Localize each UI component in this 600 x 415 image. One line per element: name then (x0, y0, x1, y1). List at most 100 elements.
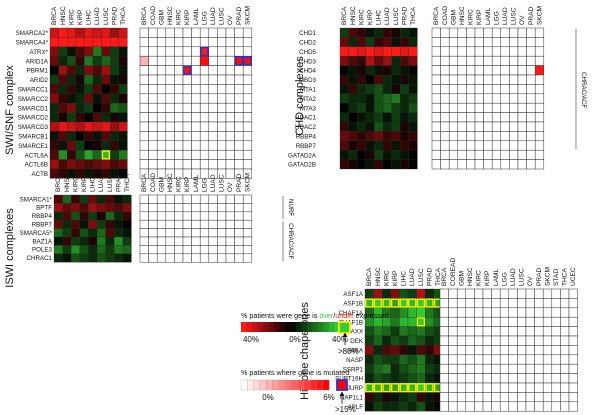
mutation-cell (448, 298, 458, 309)
mutation-cell (457, 112, 467, 123)
mutation-cell (217, 37, 227, 48)
mutation-cell (491, 354, 501, 365)
mutation-cell (139, 27, 149, 38)
mutation-cell (165, 37, 175, 48)
mutation-cell (560, 335, 570, 346)
mutation-cell (156, 245, 167, 255)
expression-cell (62, 228, 72, 238)
gene-label: ASF1B (343, 300, 363, 307)
gene-label: MTA1 (300, 86, 317, 93)
mutation-cell (525, 326, 535, 337)
mutation-cell (551, 326, 561, 337)
mutation-column-label: HNSC (167, 173, 174, 192)
mutation-cell (508, 392, 518, 403)
expression-cell (400, 112, 409, 123)
mutation-cell (174, 149, 184, 160)
mutation-cell (439, 392, 449, 403)
mutation-cell (483, 65, 493, 76)
expression-cell (373, 354, 383, 365)
mutation-cell (491, 37, 502, 48)
expression-cell (118, 140, 128, 151)
mutation-cell (456, 392, 467, 403)
mutation-cell (448, 149, 459, 160)
mutation-cell (474, 102, 484, 113)
expression-cell (84, 46, 94, 57)
expression-cell (62, 194, 72, 204)
legend-layer: % patients were gene is over/under expre… (240, 311, 389, 414)
expression-cell (49, 112, 59, 123)
expression-cell (67, 65, 76, 76)
expression-column-label: PRAD (426, 267, 433, 286)
mutation-cell (474, 121, 484, 132)
expression-cell (53, 236, 63, 246)
expression-highlight-box (101, 150, 111, 160)
expression-column-label: KIRP (392, 270, 399, 286)
expression-cell (84, 84, 94, 94)
mutation-cell (457, 121, 467, 132)
mutation-cell (148, 149, 158, 160)
expression-cell (114, 203, 123, 212)
mutation-cell (474, 401, 484, 412)
expression-cell (373, 364, 383, 374)
mutation-cell (456, 335, 467, 346)
mutation-cell (191, 236, 201, 246)
mutation-cell (525, 298, 535, 309)
mutation-cell (242, 253, 253, 263)
expression-cell (67, 84, 76, 94)
mutation-cell (165, 194, 175, 204)
expression-cell (339, 121, 349, 132)
expression-column-label: LUAD (409, 268, 416, 286)
expression-cell (75, 150, 85, 160)
expression-cell (118, 56, 128, 66)
mutation-cell (534, 382, 544, 393)
mutation-cell (234, 27, 244, 38)
mutation-cell (482, 345, 492, 356)
mutation-column-label: LUAD (510, 268, 517, 286)
expression-cell (357, 103, 366, 113)
expression-cell (425, 288, 434, 299)
mutation-cell (242, 102, 253, 113)
expression-cell (416, 354, 426, 365)
expression-column-label: HNSC (64, 173, 71, 192)
mutation-cell (225, 102, 235, 113)
mutation-cell (525, 316, 535, 327)
mutation-cell (165, 245, 175, 255)
expression-cell (339, 84, 349, 94)
expression-legend-swatch (318, 322, 324, 332)
mutation-cell (448, 335, 458, 346)
mutation-highlight-box (183, 65, 192, 75)
gene-label: BPTF (36, 205, 52, 212)
expression-legend-swatch (246, 322, 253, 332)
panel-title-iswi: ISWI complexes (4, 208, 16, 288)
expression-cell (122, 220, 132, 229)
mutation-cell (466, 84, 476, 95)
mutation-cell (217, 219, 227, 229)
mutation-cell (448, 382, 458, 393)
mutation-cell (499, 326, 510, 337)
mutation-cell (526, 74, 536, 85)
mutation-cell (534, 326, 544, 337)
expression-column-label: HNSC (375, 267, 382, 286)
expression-cell (390, 288, 400, 299)
expression-cell (92, 159, 102, 170)
expression-cell (382, 121, 392, 132)
expression-cell (110, 112, 119, 123)
mutation-cell (456, 345, 467, 356)
expression-cell (110, 56, 119, 66)
mutation-cell (466, 27, 476, 38)
mutation-cell (474, 84, 484, 95)
expression-cell (96, 253, 106, 263)
mutation-cell (500, 74, 510, 85)
gene-label: ACTB (31, 171, 48, 178)
mutation-cell (217, 74, 227, 85)
mutation-cell (474, 382, 484, 393)
expression-legend-arrowhead (342, 332, 348, 337)
mutation-cell (139, 194, 149, 204)
mutation-cell (551, 401, 561, 412)
mutation-cell (156, 203, 167, 213)
expression-cell (407, 335, 417, 346)
mutation-cell (465, 373, 475, 384)
mutation-cell (182, 93, 192, 104)
mutation-cell (156, 159, 167, 170)
